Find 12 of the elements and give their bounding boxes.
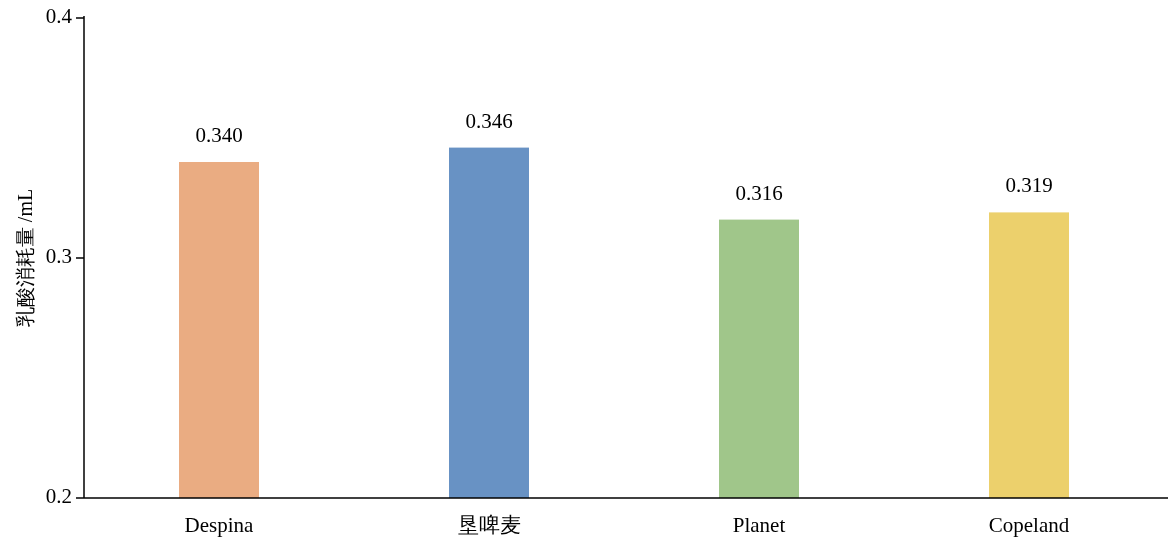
- x-tick-label: Despina: [184, 513, 255, 537]
- x-tick-label: 垦啤麦: [457, 513, 521, 537]
- data-label: 0.346: [465, 108, 513, 133]
- y-tick-label: 0.3: [45, 243, 72, 268]
- x-tick-label: Planet: [732, 513, 786, 537]
- y-axis-title: 乳酸消耗量 /mL: [14, 188, 36, 328]
- data-label: 0.340: [195, 123, 243, 147]
- data-label: 0.316: [735, 180, 783, 205]
- y-tick-label: 0.2: [45, 483, 72, 508]
- x-tick-label: Copeland: [988, 513, 1070, 537]
- data-label: 0.319: [1005, 173, 1053, 198]
- y-tick-label: 0.4: [45, 3, 73, 28]
